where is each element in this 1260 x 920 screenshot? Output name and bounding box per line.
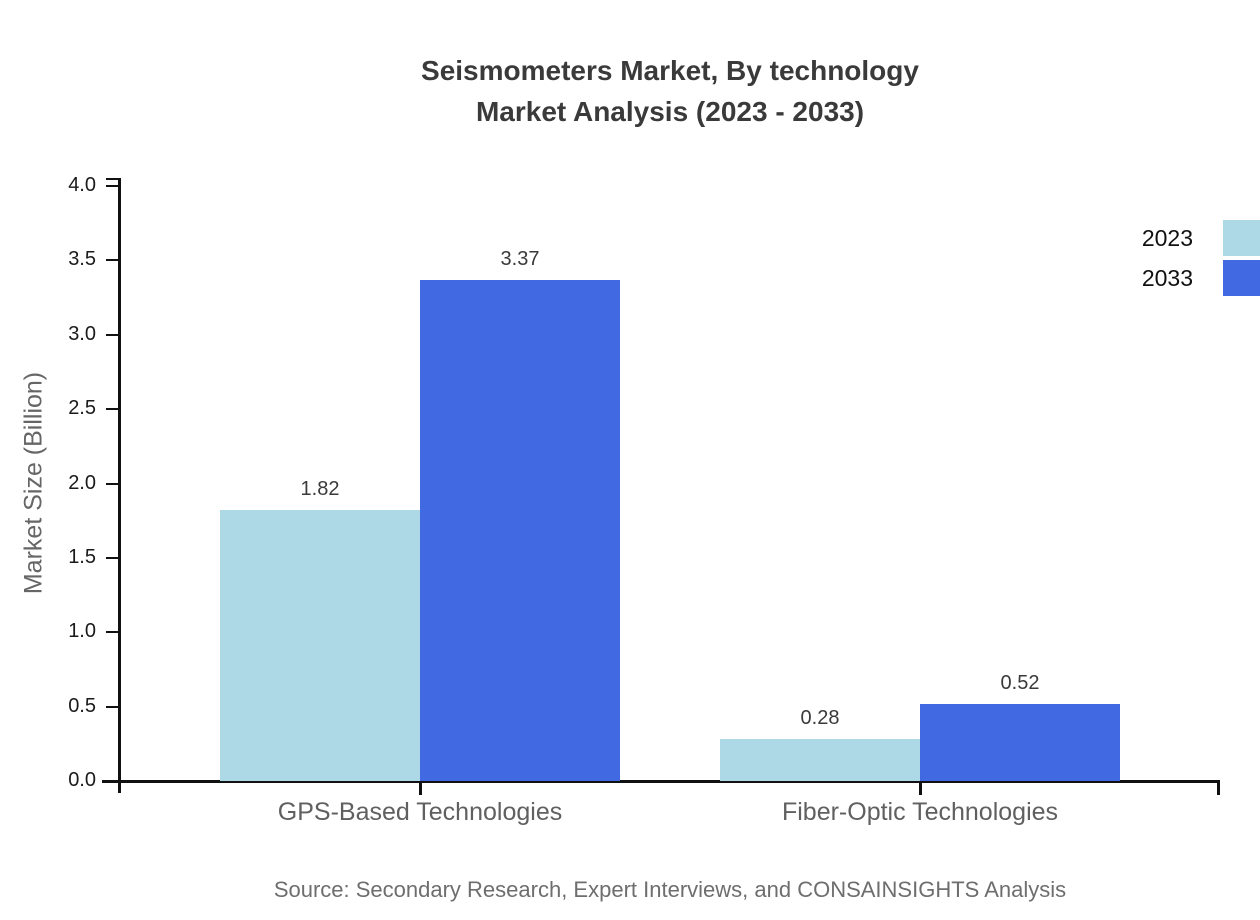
y-tick-label-3.5: 3.5 — [68, 248, 96, 271]
bar-2023-fiber-optic-technologies — [720, 739, 920, 781]
y-tick-label-1.5: 1.5 — [68, 545, 96, 568]
y-axis-spine — [118, 178, 121, 793]
bar-2023-gps-based-technologies — [220, 510, 420, 781]
legend: 2023 2033 — [1142, 220, 1260, 300]
y-tick-label-0.0: 0.0 — [68, 769, 96, 791]
legend-label-2033: 2033 — [1141, 264, 1193, 291]
y-tick-label-3.0: 3.0 — [68, 322, 96, 345]
y-tick-label-2.5: 2.5 — [68, 397, 96, 420]
category-label-fiber-optic-technologies: Fiber-Optic Technologies — [781, 798, 1059, 826]
y-tick-3.0 — [106, 333, 120, 336]
y-tick-2.0 — [106, 482, 120, 485]
bar-value-label-2023-gps-based-technologies: 1.82 — [300, 478, 340, 501]
chart-title-line2: Market Analysis (2023 - 2033) — [475, 96, 865, 127]
bar-2033-gps-based-technologies — [420, 279, 620, 781]
y-tick-label-2.0: 2.0 — [68, 471, 96, 494]
y-tick-label-0.5: 0.5 — [68, 694, 96, 717]
y-tick-1.0 — [106, 631, 120, 634]
y-tick-label-1.0: 1.0 — [68, 620, 96, 643]
y-axis-endcap-tick — [106, 178, 120, 180]
legend-swatch-2033 — [1223, 260, 1260, 296]
bar-2033-fiber-optic-technologies — [920, 703, 1120, 781]
legend-label-2023: 2023 — [1141, 224, 1193, 251]
bar-value-label-2023-fiber-optic-technologies: 0.28 — [800, 707, 840, 730]
legend-row-2033: 2033 — [1142, 260, 1260, 296]
legend-row-2023: 2023 — [1142, 220, 1260, 256]
category-label-gps-based-technologies: GPS-Based Technologies — [277, 798, 563, 826]
legend-swatch-2023 — [1223, 220, 1260, 256]
y-tick-4.0 — [106, 185, 120, 187]
x-axis-spine — [102, 780, 1220, 783]
y-tick-3.5 — [106, 259, 120, 262]
bar-value-label-2033-gps-based-technologies: 3.37 — [500, 247, 540, 270]
x-tick-gps-based-technologies — [419, 783, 422, 795]
chart-title-line1: Seismometers Market, By technology — [421, 55, 919, 86]
bar-value-label-2033-fiber-optic-technologies: 0.52 — [1000, 671, 1040, 694]
y-tick-1.5 — [106, 556, 120, 559]
chart-title: Seismometers Market, By technology Marke… — [120, 50, 1220, 132]
x-tick-fiber-optic-technologies — [919, 783, 922, 795]
plot-area: 0.0 0.5 1.0 1.5 2.0 2.5 3.0 3.5 4.0 1.82 3.37 GPS-B… — [68, 174, 1220, 826]
source-note: Source: Secondary Research, Expert Inter… — [273, 877, 1067, 902]
x-axis-endcap-tick — [1217, 783, 1220, 795]
y-tick-0.0 — [106, 780, 120, 782]
y-tick-2.5 — [106, 408, 120, 411]
y-tick-0.5 — [106, 705, 120, 708]
y-tick-label-4.0: 4.0 — [68, 174, 96, 196]
